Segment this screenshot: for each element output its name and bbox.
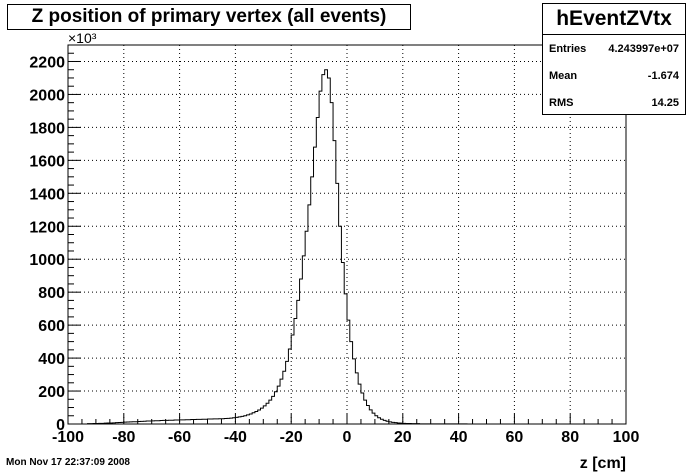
- x-axis-label: z [cm]: [580, 455, 626, 472]
- x-tick-label: -60: [168, 429, 191, 446]
- mean-label: Mean: [549, 70, 578, 82]
- stats-row-rms: RMS 14.25: [543, 89, 685, 116]
- x-tick-label: 0: [343, 429, 352, 446]
- y-tick-label: 2000: [29, 87, 65, 104]
- y-axis-multiplier: ×10³: [68, 30, 97, 46]
- x-tick-label: -20: [280, 429, 303, 446]
- entries-label: Entries: [549, 43, 587, 55]
- histogram-line: [87, 69, 518, 425]
- y-tick-label: 800: [38, 285, 65, 302]
- x-tick-label: -40: [224, 429, 247, 446]
- rms-value: 14.25: [651, 97, 679, 109]
- histogram-name: hEventZVtx: [543, 4, 685, 35]
- y-tick-label: 0: [56, 417, 65, 434]
- mean-value: -1.674: [647, 70, 679, 82]
- y-tick-label: 1000: [29, 252, 65, 269]
- x-tick-label: 40: [450, 429, 468, 446]
- y-tick-label: 1200: [29, 219, 65, 236]
- rms-label: RMS: [549, 97, 574, 109]
- x-tick-label: 80: [561, 429, 579, 446]
- x-tick-label: 100: [613, 429, 640, 446]
- y-tick-label: 2200: [29, 54, 65, 71]
- y-axis-ticks: 0 200 400 600 800 1000 1200 1400 1600 1800 2000 220…: [29, 44, 81, 434]
- y-tick-label: 200: [38, 384, 65, 401]
- entries-value: 4.243997e+07: [608, 43, 679, 55]
- stats-box: hEventZVtx Entries 4.243997e+07 Mean -1.…: [542, 3, 686, 115]
- x-tick-label: 60: [506, 429, 524, 446]
- plot-title: Z position of primary vertex (all events…: [7, 4, 411, 30]
- y-tick-label: 1600: [29, 153, 65, 170]
- timestamp: Mon Nov 17 22:37:09 2008: [6, 457, 130, 468]
- y-tick-label: 1800: [29, 120, 65, 137]
- stats-row-mean: Mean -1.674: [543, 62, 685, 89]
- x-axis-ticks: -100 -80 -60 -40 -20 0 20 40 60 80 100: [52, 414, 639, 446]
- y-tick-label: 1400: [29, 186, 65, 203]
- y-tick-label: 600: [38, 318, 65, 335]
- stats-row-entries: Entries 4.243997e+07: [543, 35, 685, 62]
- x-tick-label: -100: [52, 429, 84, 446]
- x-tick-label: -80: [112, 429, 135, 446]
- y-tick-label: 400: [38, 351, 65, 368]
- x-tick-label: 20: [394, 429, 412, 446]
- grid-lines: [68, 45, 626, 424]
